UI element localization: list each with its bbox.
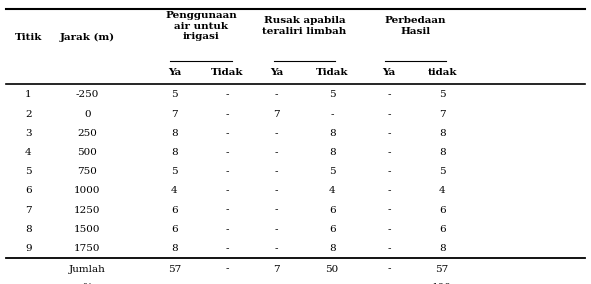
Text: -: - — [387, 129, 391, 138]
Text: 57: 57 — [436, 265, 449, 273]
Text: Perbedaan
Hasil: Perbedaan Hasil — [385, 16, 446, 36]
Text: -: - — [387, 225, 391, 234]
Text: -: - — [387, 91, 391, 99]
Text: 1000: 1000 — [74, 186, 100, 195]
Text: 8: 8 — [171, 148, 178, 157]
Text: 750: 750 — [77, 167, 98, 176]
Text: 5: 5 — [439, 91, 446, 99]
Text: -: - — [275, 225, 278, 234]
Text: 4: 4 — [329, 186, 336, 195]
Text: 7: 7 — [25, 206, 32, 214]
Text: 4: 4 — [171, 186, 178, 195]
Text: 87,7: 87,7 — [320, 283, 344, 284]
Text: -: - — [387, 206, 391, 214]
Text: 500: 500 — [77, 148, 98, 157]
Text: -: - — [387, 283, 391, 284]
Text: 1250: 1250 — [74, 206, 100, 214]
Text: 12,3: 12,3 — [265, 283, 288, 284]
Text: 8: 8 — [329, 244, 336, 253]
Text: 6: 6 — [439, 225, 446, 234]
Text: 8: 8 — [439, 148, 446, 157]
Text: 5: 5 — [329, 167, 336, 176]
Text: 5: 5 — [329, 91, 336, 99]
Text: Titik: Titik — [15, 33, 42, 42]
Text: -: - — [226, 148, 229, 157]
Text: 250: 250 — [77, 129, 98, 138]
Text: -: - — [226, 167, 229, 176]
Text: 6: 6 — [329, 225, 336, 234]
Text: Ya: Ya — [168, 68, 181, 77]
Text: 9: 9 — [25, 244, 32, 253]
Text: 7: 7 — [171, 110, 178, 119]
Text: %: % — [83, 283, 92, 284]
Text: 0: 0 — [84, 110, 91, 119]
Text: -: - — [226, 186, 229, 195]
Text: -: - — [275, 91, 278, 99]
Text: -: - — [226, 110, 229, 119]
Text: 8: 8 — [439, 129, 446, 138]
Text: 7: 7 — [273, 110, 280, 119]
Text: -: - — [387, 265, 391, 273]
Text: 5: 5 — [25, 167, 32, 176]
Text: -: - — [226, 129, 229, 138]
Text: Tidak: Tidak — [212, 68, 243, 77]
Text: 1500: 1500 — [74, 225, 100, 234]
Text: 7: 7 — [273, 265, 280, 273]
Text: -: - — [275, 148, 278, 157]
Text: 8: 8 — [171, 244, 178, 253]
Text: -: - — [275, 129, 278, 138]
Text: Ya: Ya — [382, 68, 395, 77]
Text: -: - — [275, 244, 278, 253]
Text: 5: 5 — [439, 167, 446, 176]
Text: 1: 1 — [25, 91, 32, 99]
Text: 57: 57 — [168, 265, 181, 273]
Text: -: - — [275, 167, 278, 176]
Text: 7: 7 — [439, 110, 446, 119]
Text: -: - — [387, 167, 391, 176]
Text: -: - — [226, 206, 229, 214]
Text: 8: 8 — [25, 225, 32, 234]
Text: 8: 8 — [329, 148, 336, 157]
Text: -: - — [226, 225, 229, 234]
Text: 1750: 1750 — [74, 244, 100, 253]
Text: 100: 100 — [432, 283, 452, 284]
Text: 5: 5 — [171, 167, 178, 176]
Text: 3: 3 — [25, 129, 32, 138]
Text: Penggunaan
air untuk
irigasi: Penggunaan air untuk irigasi — [165, 11, 237, 41]
Text: -: - — [330, 110, 334, 119]
Text: -250: -250 — [76, 91, 99, 99]
Text: -: - — [387, 110, 391, 119]
Text: Rusak apabila
teraliri limbah: Rusak apabila teraliri limbah — [262, 16, 346, 36]
Text: 8: 8 — [439, 244, 446, 253]
Text: 6: 6 — [171, 225, 178, 234]
Text: -: - — [387, 244, 391, 253]
Text: 4: 4 — [439, 186, 446, 195]
Text: 6: 6 — [25, 186, 32, 195]
Text: -: - — [226, 91, 229, 99]
Text: -: - — [226, 283, 229, 284]
Text: 6: 6 — [329, 206, 336, 214]
Text: -: - — [275, 186, 278, 195]
Text: 5: 5 — [171, 91, 178, 99]
Text: tidak: tidak — [427, 68, 457, 77]
Text: 4: 4 — [25, 148, 32, 157]
Text: 2: 2 — [25, 110, 32, 119]
Text: 8: 8 — [329, 129, 336, 138]
Text: -: - — [275, 206, 278, 214]
Text: Jarak (m): Jarak (m) — [60, 33, 115, 42]
Text: Jumlah: Jumlah — [69, 265, 106, 273]
Text: -: - — [226, 244, 229, 253]
Text: Tidak: Tidak — [316, 68, 348, 77]
Text: 6: 6 — [171, 206, 178, 214]
Text: 8: 8 — [171, 129, 178, 138]
Text: -: - — [226, 265, 229, 273]
Text: Ya: Ya — [270, 68, 283, 77]
Text: -: - — [387, 148, 391, 157]
Text: 6: 6 — [439, 206, 446, 214]
Text: 50: 50 — [326, 265, 339, 273]
Text: -: - — [387, 186, 391, 195]
